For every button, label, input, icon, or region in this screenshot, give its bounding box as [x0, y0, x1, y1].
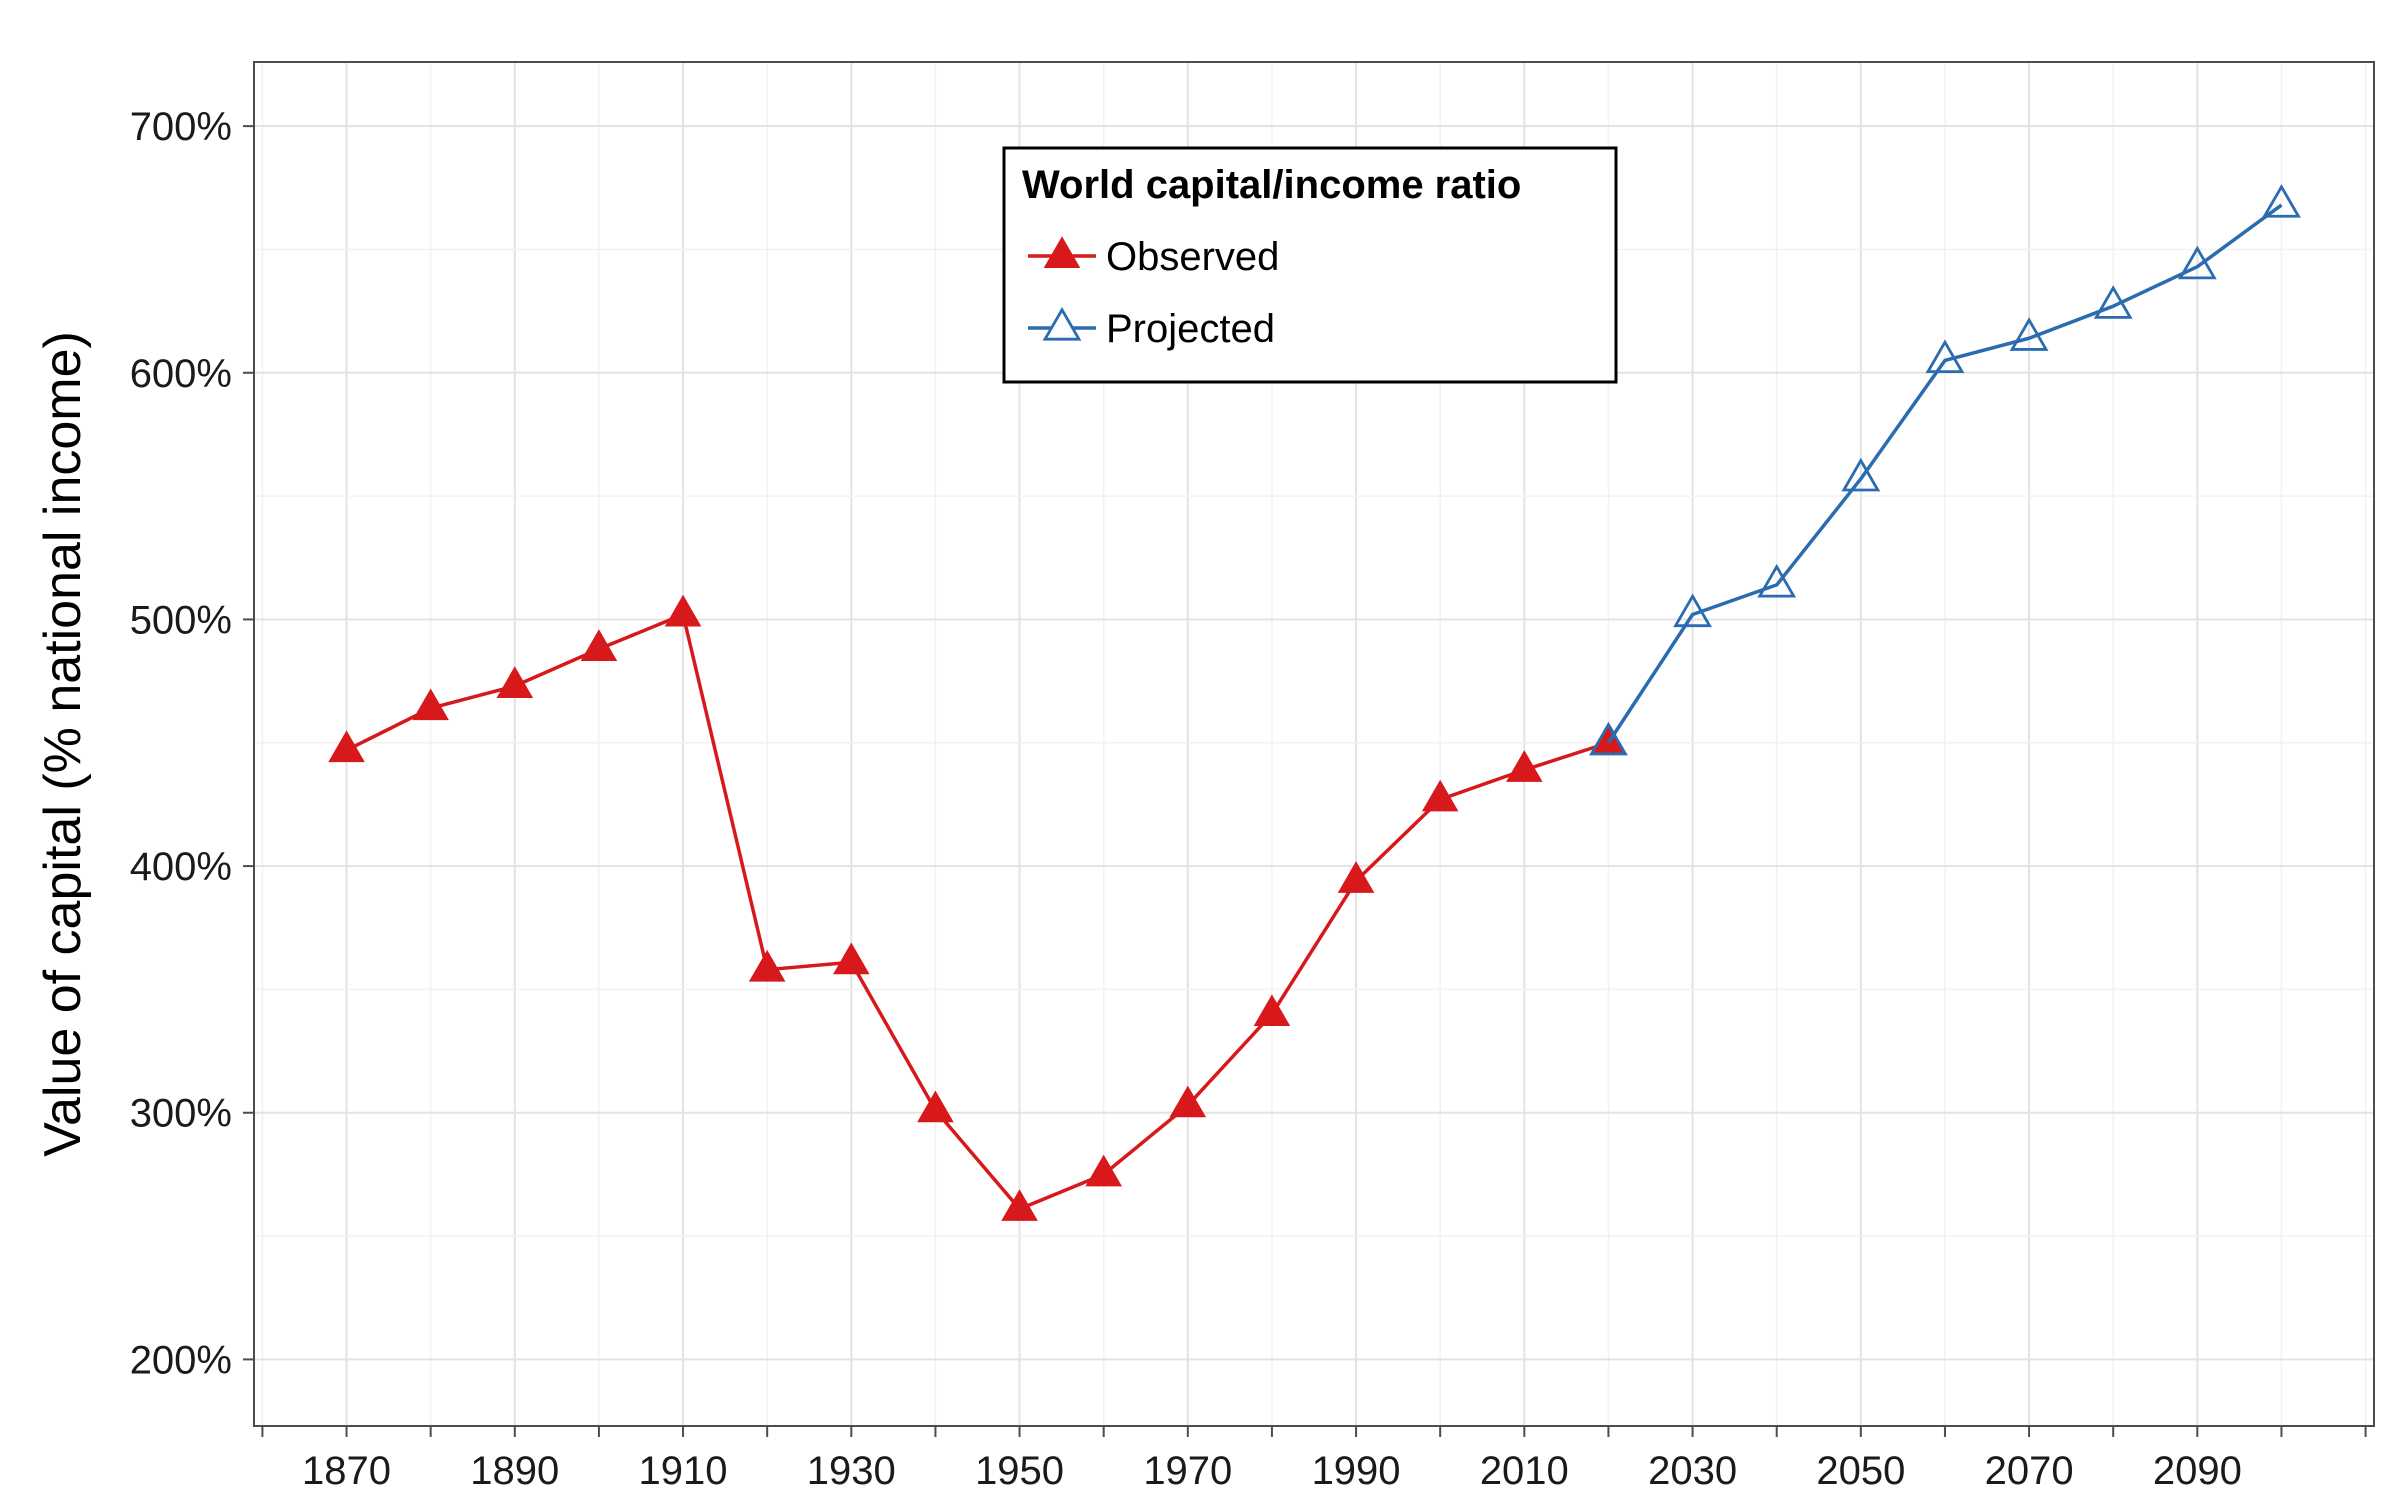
- observed-point: [328, 730, 365, 763]
- observed-point: [1421, 779, 1459, 812]
- observed-point: [833, 942, 870, 975]
- x-tick-label: 1910: [639, 1449, 728, 1493]
- x-tick-label: 2010: [1480, 1449, 1569, 1493]
- observed-point: [917, 1090, 954, 1123]
- legend-swatch-marker: [1042, 306, 1082, 341]
- legend-item-projected: Projected: [1028, 306, 1275, 351]
- y-tick-label: 700%: [130, 105, 232, 149]
- observed-point: [1253, 994, 1291, 1027]
- projected-point: [1757, 563, 1797, 598]
- projected-point: [2009, 317, 2049, 351]
- y-tick-label: 500%: [130, 598, 232, 642]
- y-tick-label: 200%: [130, 1338, 232, 1382]
- x-tick-label: 1890: [470, 1449, 559, 1493]
- x-tick-label: 2090: [2153, 1449, 2242, 1493]
- grid: [254, 62, 2374, 1426]
- x-tick-label: 1990: [1312, 1449, 1401, 1493]
- legend-label: Projected: [1106, 307, 1275, 351]
- x-tick-label: 1870: [302, 1449, 391, 1493]
- x-tick-label: 1950: [975, 1449, 1064, 1493]
- x-tick-label: 1930: [807, 1449, 896, 1493]
- observed-point: [1001, 1189, 1038, 1221]
- x-tick-label: 2070: [1985, 1449, 2074, 1493]
- x-tick-label: 2030: [1648, 1449, 1737, 1493]
- projected-point: [2177, 245, 2217, 280]
- legend-swatch-marker: [1043, 236, 1081, 268]
- observed-point: [1337, 861, 1375, 893]
- series-layer: [328, 184, 2301, 1221]
- legend-item-observed: Observed: [1028, 235, 1279, 279]
- plot-frame: [253, 61, 2375, 1427]
- projected-point: [2262, 184, 2301, 218]
- observed-line: [345, 612, 1609, 1211]
- legend-title: World capital/income ratio: [1022, 163, 1521, 207]
- y-tick-label: 600%: [130, 352, 232, 396]
- y-tick-label: 300%: [130, 1092, 232, 1136]
- projected-point: [1673, 593, 1712, 628]
- projected-point: [1589, 721, 1628, 756]
- observed-point: [664, 594, 702, 627]
- projected-line: [1606, 203, 2283, 744]
- observed-point: [1169, 1085, 1207, 1118]
- x-tick-label: 1970: [1143, 1449, 1232, 1493]
- projected-point: [1841, 457, 1881, 492]
- observed-point: [1085, 1154, 1122, 1187]
- projected-point: [1925, 339, 1965, 374]
- legend-items: Observed Projected: [1028, 235, 1279, 351]
- projected-point: [2093, 285, 2133, 319]
- x-tick-label: 2050: [1816, 1449, 1905, 1493]
- legend-label: Observed: [1106, 235, 1279, 279]
- y-tick-label: 400%: [130, 845, 232, 889]
- observed-point: [412, 688, 449, 721]
- axes: 1870 1890 1910 1930 1950 1970 1990 2010 2030 2050…: [130, 105, 2367, 1493]
- observed-point: [1506, 750, 1543, 782]
- legend-box: [1002, 146, 1618, 384]
- observed-point: [580, 629, 618, 661]
- y-axis-title: Value of capital (% national income): [34, 331, 92, 1157]
- observed-point: [496, 666, 534, 698]
- series-observed: [328, 594, 1627, 1221]
- legend: World capital/income ratio Observed Proje…: [1002, 146, 1618, 384]
- observed-point: [748, 949, 786, 982]
- series-projected: [1589, 184, 2301, 756]
